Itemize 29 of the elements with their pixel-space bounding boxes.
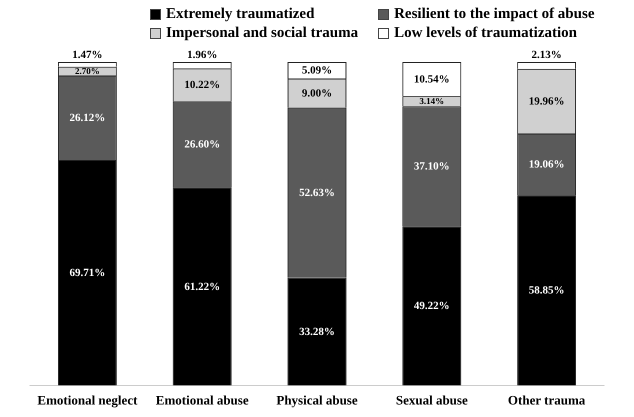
data-label: 2.70% [75, 66, 100, 76]
data-label: 3.14% [419, 96, 444, 106]
x-tick-label: Physical abuse [276, 392, 358, 408]
data-label: 61.22% [184, 280, 220, 293]
data-label: 49.22% [414, 300, 450, 312]
data-label: 52.63% [299, 187, 335, 200]
data-label: 26.60% [184, 138, 220, 151]
series-label: Low levels of traumatization [394, 25, 577, 42]
data-label: 1.96% [187, 48, 218, 61]
data-label: 37.10% [414, 160, 450, 173]
data-label: 19.06% [528, 158, 564, 171]
data-label: 58.85% [528, 284, 564, 297]
data-label: 33.28% [299, 326, 335, 338]
data-label: 19.96% [528, 96, 564, 108]
data-label: 10.22% [184, 79, 220, 92]
data-label: 1.47% [72, 48, 103, 61]
x-tick-label: Sexual abuse [396, 392, 468, 408]
x-tick-label: Emotional neglect [37, 392, 138, 408]
legend-label: Extremely traumatized [166, 6, 314, 23]
legend-label: Resilient to the impact of abuse [394, 6, 594, 23]
data-label: 10.54% [414, 73, 450, 86]
x-tick-label: Emotional abuse [156, 392, 249, 408]
data-label: 9.00% [302, 87, 332, 100]
legend-label: Impersonal and social trauma [166, 25, 358, 42]
data-label: 69.71% [70, 267, 106, 280]
data-label: 5.09% [302, 64, 332, 77]
data-label: 2.13% [531, 48, 562, 61]
x-tick-label: Other trauma [508, 392, 586, 408]
data-label: 26.12% [70, 112, 106, 124]
